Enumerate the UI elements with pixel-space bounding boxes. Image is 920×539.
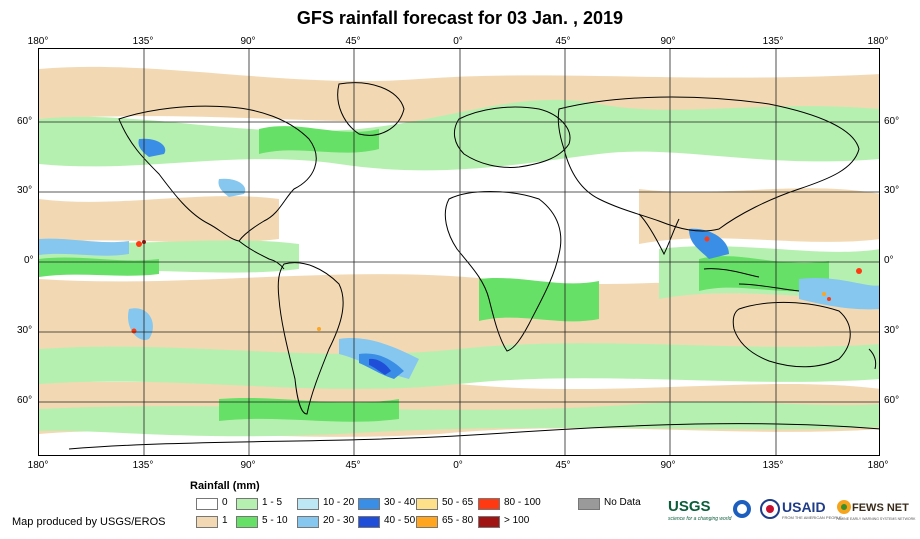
lon-tick: 90° (660, 460, 676, 471)
lat-tick: 0° (884, 255, 894, 266)
legend-label: 30 - 40 (384, 497, 416, 508)
lon-tick: 180° (27, 36, 49, 47)
lon-tick: 45° (555, 460, 571, 471)
usaid-logo-wordmark: USAID (782, 499, 826, 515)
legend-label: No Data (604, 497, 641, 508)
lat-tick: 30° (884, 325, 900, 336)
credit-text: Map produced by USGS/EROS (12, 516, 166, 528)
lat-tick: 30° (17, 185, 33, 196)
noaa-seal-icon (733, 500, 751, 518)
legend-swatch (416, 498, 438, 510)
coastlines (68, 82, 879, 450)
usaid-tagline: FROM THE AMERICAN PEOPLE (782, 515, 842, 520)
legend-swatch (236, 498, 258, 510)
usaid-seal-icon (760, 499, 780, 519)
legend-swatch (358, 498, 380, 510)
lon-tick: 90° (240, 460, 256, 471)
lon-tick: 135° (762, 36, 784, 47)
lat-tick: 60° (17, 116, 33, 127)
fews-tagline: FAMINE EARLY WARNING SYSTEMS NETWORK (836, 517, 916, 521)
usgs-logo-wordmark: USGS (668, 498, 711, 515)
legend-label: 1 (222, 515, 228, 526)
legend-swatch (478, 498, 500, 510)
lat-tick: 0° (24, 255, 34, 266)
lat-tick: 60° (884, 395, 900, 406)
lon-tick: 135° (132, 460, 154, 471)
legend-swatch (478, 516, 500, 528)
legend-swatch (416, 516, 438, 528)
legend-swatch (236, 516, 258, 528)
lon-tick: 45° (555, 36, 571, 47)
lon-tick: 0° (453, 36, 463, 47)
lon-tick: 135° (762, 460, 784, 471)
fews-logo-wordmark: FEWS NET (852, 502, 909, 514)
legend-label: 40 - 50 (384, 515, 416, 526)
usgs-logo: USGS (668, 498, 711, 515)
lat-tick: 30° (17, 325, 33, 336)
fews-globe-icon (837, 500, 851, 514)
lat-tick: 60° (884, 116, 900, 127)
legend-label: 5 - 10 (262, 515, 288, 526)
lon-tick: 45° (345, 460, 361, 471)
lon-tick: 180° (27, 460, 49, 471)
legend-label: > 100 (504, 515, 530, 526)
legend-swatch (297, 498, 319, 510)
lon-tick: 0° (453, 460, 463, 471)
legend-swatch (196, 498, 218, 510)
usaid-logo: USAID (782, 499, 826, 515)
legend-label: 20 - 30 (323, 515, 355, 526)
rainfall-map[interactable] (38, 48, 880, 456)
legend-swatch (297, 516, 319, 528)
legend-swatch (578, 498, 600, 510)
lon-tick: 90° (660, 36, 676, 47)
legend-label: 1 - 5 (262, 497, 283, 508)
lon-tick: 90° (240, 36, 256, 47)
graticule (39, 49, 879, 455)
lon-tick: 180° (867, 36, 889, 47)
map-title: GFS rainfall forecast for 03 Jan. , 2019 (296, 8, 624, 28)
legend-label: 10 - 20 (323, 497, 355, 508)
lon-tick: 45° (345, 36, 361, 47)
lon-tick: 135° (132, 36, 154, 47)
legend-label: 65 - 80 (442, 515, 474, 526)
legend-label: 50 - 65 (442, 497, 474, 508)
legend-label: 80 - 100 (504, 497, 541, 508)
lat-tick: 30° (884, 185, 900, 196)
legend-swatch (358, 516, 380, 528)
fews-logo: FEWS NET (852, 502, 909, 514)
lat-tick: 60° (17, 395, 33, 406)
legend-label: 0 (222, 497, 228, 508)
legend-title: Rainfall (mm) (190, 480, 260, 492)
lon-tick: 180° (867, 460, 889, 471)
legend-swatch (196, 516, 218, 528)
map-canvas (39, 49, 879, 455)
usgs-tagline: science for a changing world (668, 516, 732, 522)
